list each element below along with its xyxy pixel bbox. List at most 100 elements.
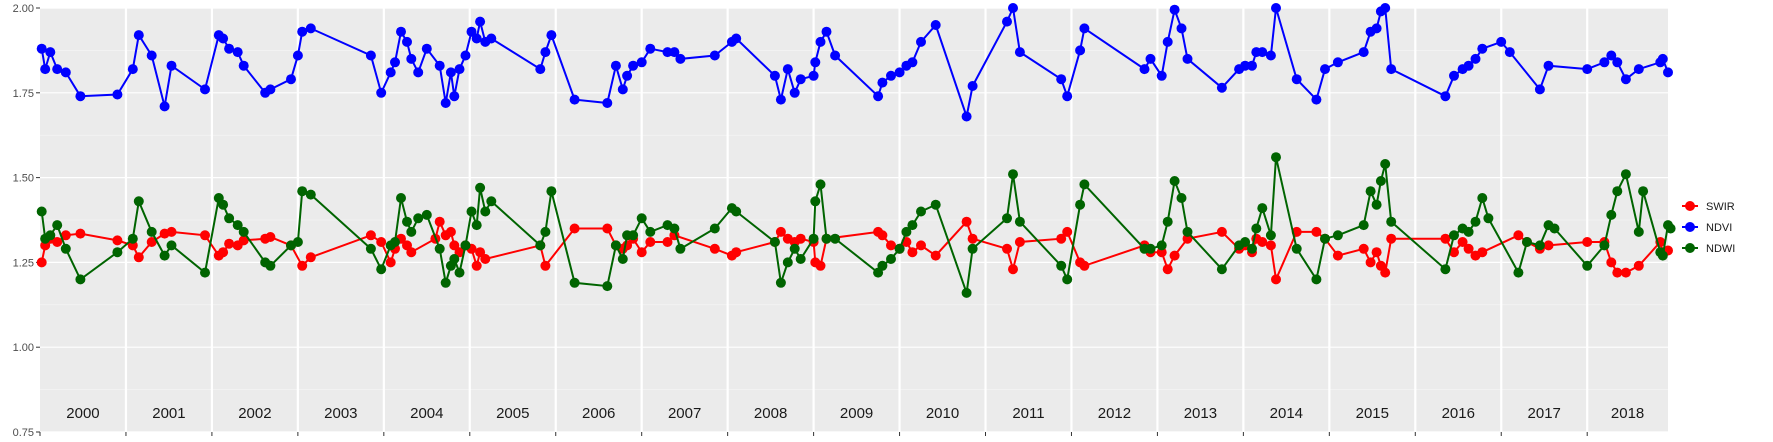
data-point (1014, 47, 1025, 58)
data-point (645, 237, 656, 247)
data-point (305, 189, 316, 200)
data-point (52, 237, 63, 247)
data-point (1543, 240, 1554, 251)
data-point (810, 196, 821, 207)
data-point (200, 84, 210, 95)
data-point (1380, 159, 1391, 169)
data-point (1549, 223, 1560, 234)
data-point (907, 220, 918, 231)
data-point (1240, 60, 1251, 71)
legend: SWIR NDVI NDWI (1682, 201, 1735, 255)
data-point (1257, 237, 1268, 247)
data-point (406, 247, 417, 258)
data-point (569, 223, 580, 234)
data-point (365, 243, 376, 254)
data-point (421, 43, 432, 54)
y-tick-label: 2.00 (13, 3, 34, 15)
data-point (731, 247, 742, 258)
data-point (1371, 199, 1382, 210)
data-point (877, 230, 888, 241)
data-point (782, 64, 793, 75)
data-point (385, 67, 396, 78)
data-point (1265, 230, 1276, 241)
data-point (413, 213, 424, 224)
data-point (265, 232, 276, 242)
series-ndvi (36, 3, 1673, 122)
legend-item-ndwi: NDWI (1682, 243, 1735, 255)
legend-item-swir: SWIR (1682, 201, 1735, 213)
data-point (1145, 243, 1156, 254)
data-point (1271, 3, 1281, 13)
data-point (1375, 176, 1386, 186)
data-point (1002, 16, 1012, 27)
year-label: 2013 (1184, 405, 1217, 422)
data-point (1358, 47, 1369, 58)
data-point (961, 111, 972, 122)
data-point (1251, 223, 1262, 234)
data-point (238, 226, 249, 237)
data-point (610, 240, 621, 251)
data-point (731, 33, 742, 44)
data-point (471, 220, 482, 231)
data-point (75, 274, 86, 285)
data-point (475, 16, 486, 27)
year-label: 2011 (1012, 405, 1044, 422)
data-point (1606, 50, 1617, 61)
data-point (1247, 60, 1257, 71)
data-point (305, 23, 316, 34)
data-point (877, 260, 888, 271)
data-point (967, 81, 978, 91)
data-point (1075, 45, 1086, 56)
data-point (1612, 267, 1623, 278)
data-point (75, 228, 86, 239)
data-point (390, 57, 400, 68)
data-point (709, 243, 720, 254)
data-point (622, 70, 633, 81)
data-point (1582, 64, 1593, 75)
data-point (224, 213, 235, 224)
data-point (1638, 186, 1649, 197)
data-point (1513, 230, 1524, 241)
data-point (52, 220, 63, 231)
data-point (569, 94, 580, 105)
data-point (709, 223, 720, 234)
legend-item-ndvi: NDVI (1682, 222, 1732, 234)
data-point (821, 233, 832, 244)
data-point (775, 226, 786, 237)
data-point (1633, 260, 1644, 271)
data-point (1056, 260, 1067, 271)
data-point (159, 101, 170, 112)
data-point (292, 237, 303, 247)
data-point (1271, 152, 1281, 163)
data-point (1477, 43, 1488, 54)
data-point (782, 257, 793, 268)
data-point (907, 57, 918, 68)
data-point (617, 254, 628, 264)
data-point (445, 67, 456, 78)
data-point (45, 47, 56, 58)
data-point (1534, 84, 1545, 95)
data-point (52, 64, 63, 75)
data-point (1371, 247, 1382, 258)
data-point (1176, 23, 1187, 34)
data-point (1534, 240, 1545, 251)
data-point (540, 260, 551, 271)
data-point (396, 26, 406, 37)
data-point (636, 247, 647, 258)
data-point (376, 87, 387, 98)
x-axis (39, 432, 1588, 436)
data-point (1182, 53, 1193, 64)
data-point (1056, 74, 1067, 85)
data-point (1014, 237, 1025, 247)
data-point (967, 243, 978, 254)
data-point (636, 213, 647, 224)
data-point (669, 223, 680, 234)
data-point (146, 50, 157, 61)
data-point (961, 216, 972, 227)
data-point (454, 64, 465, 75)
data-point (617, 84, 628, 95)
data-point (1496, 36, 1507, 47)
data-point (1265, 240, 1276, 251)
data-point (376, 237, 387, 247)
data-point (1365, 257, 1376, 268)
